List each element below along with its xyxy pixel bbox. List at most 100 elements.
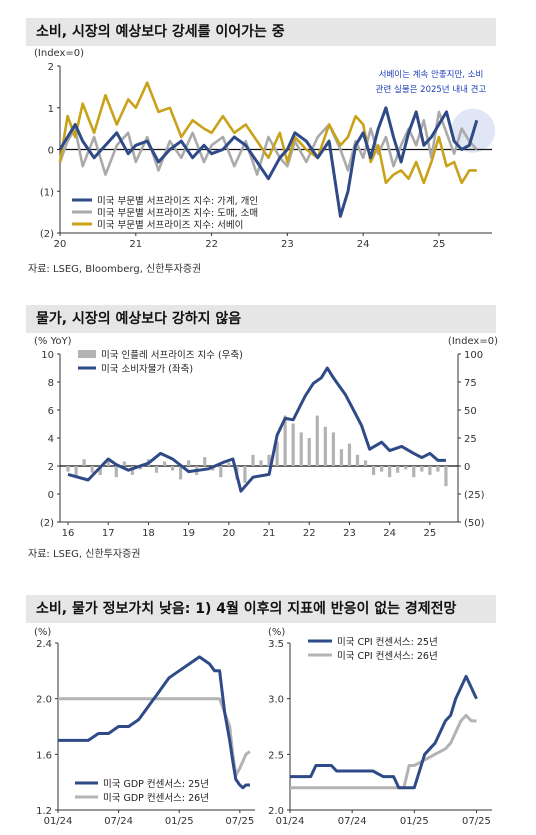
cpi-line bbox=[67, 366, 446, 493]
bar bbox=[82, 459, 86, 466]
x-tick-label: 07/25 bbox=[225, 816, 254, 827]
legend-label: 미국 GDP 컨센서스: 26년 bbox=[103, 793, 209, 804]
x-tick-label: 24 bbox=[383, 528, 396, 539]
x-tick-label: 20 bbox=[222, 528, 235, 539]
bar bbox=[74, 466, 78, 478]
x-tick-label: 25 bbox=[433, 239, 446, 250]
bar bbox=[428, 466, 432, 475]
x-tick-label: 16 bbox=[62, 528, 75, 539]
legend-label: 미국 GDP 컨센서스: 25년 bbox=[103, 779, 209, 790]
y-unit-label: (%) bbox=[268, 627, 285, 638]
gdp-series-line bbox=[58, 655, 250, 790]
bar bbox=[444, 466, 448, 487]
bar bbox=[130, 466, 134, 475]
section-title-consumption: 소비, 시장의 예상보다 강세를 이어가는 중 bbox=[26, 18, 496, 46]
legend-swatch-bar bbox=[78, 350, 96, 358]
y-tick-label: 2.5 bbox=[268, 750, 284, 761]
x-tick-label: 23 bbox=[281, 239, 294, 250]
x-tick-label: 23 bbox=[343, 528, 356, 539]
bar bbox=[420, 466, 424, 472]
x-tick-label: 01/25 bbox=[400, 816, 429, 827]
legend-label: 미국 인플레 서프라이즈 지수 (우축) bbox=[101, 350, 243, 361]
legend-label: 미국 부문별 서프라이즈 지수: 가계, 개인 bbox=[97, 195, 258, 207]
y-left-tick-label: 8 bbox=[48, 378, 54, 389]
x-tick-label: 21 bbox=[263, 528, 276, 539]
y-tick-label: 1.6 bbox=[36, 750, 52, 761]
bar bbox=[436, 466, 440, 472]
y-tick-label: 1 bbox=[48, 104, 54, 115]
y-left-tick-label: 10 bbox=[41, 350, 54, 361]
bar bbox=[396, 466, 400, 473]
left-unit-label: (% YoY) bbox=[34, 336, 72, 347]
x-tick-label: 22 bbox=[205, 239, 218, 250]
y-left-tick-label: 4 bbox=[48, 434, 54, 445]
y-tick-label: (1) bbox=[40, 187, 54, 198]
bar bbox=[275, 441, 279, 466]
bar bbox=[66, 466, 70, 472]
x-tick-label: 19 bbox=[182, 528, 195, 539]
y-right-tick-label: 75 bbox=[464, 378, 477, 389]
y-left-tick-label: 0 bbox=[48, 490, 54, 501]
series-line-3 bbox=[58, 81, 477, 185]
x-tick-label: 07/25 bbox=[462, 816, 491, 827]
y-tick-label: 1.2 bbox=[36, 806, 52, 817]
bar bbox=[291, 423, 295, 466]
bar bbox=[227, 462, 231, 466]
x-tick-label: 01/25 bbox=[165, 816, 194, 827]
source-note-1: 자료: LSEG, Bloomberg, 신한투자증권 bbox=[28, 264, 202, 275]
bar bbox=[315, 415, 319, 466]
legend-label: 미국 소비자물가 (좌축) bbox=[101, 364, 193, 375]
annotation-line-2: 관련 실물은 2025년 내내 견고 bbox=[376, 84, 487, 95]
bar bbox=[380, 466, 384, 472]
bar bbox=[138, 466, 143, 470]
bar bbox=[363, 460, 368, 466]
bar bbox=[267, 454, 271, 466]
y-right-tick-label: 50 bbox=[464, 406, 477, 417]
source-note-2: 자료: LSEG, 신한투자증권 bbox=[28, 549, 141, 560]
y-right-tick-label: 100 bbox=[464, 350, 483, 361]
y-tick-label: 3.0 bbox=[268, 695, 284, 706]
bar bbox=[106, 460, 110, 466]
x-tick-label: 01/24 bbox=[44, 816, 73, 827]
x-tick-label: 07/24 bbox=[104, 816, 133, 827]
bar bbox=[162, 461, 167, 466]
legend-label: 미국 CPI 컨센서스: 25년 bbox=[337, 637, 438, 648]
bar bbox=[203, 457, 207, 466]
y-left-tick-label: 2 bbox=[48, 462, 54, 473]
bar bbox=[187, 460, 191, 466]
x-tick-label: 20 bbox=[54, 239, 67, 250]
bar bbox=[323, 426, 327, 466]
y-tick-label: (2) bbox=[40, 229, 54, 240]
section-title-inflation: 물가, 시장의 예상보다 강하지 않음 bbox=[26, 305, 496, 333]
x-tick-label: 25 bbox=[423, 528, 436, 539]
y-tick-label: 2.0 bbox=[268, 806, 284, 817]
bar bbox=[122, 461, 126, 466]
bar bbox=[154, 466, 159, 473]
bar bbox=[307, 438, 311, 466]
y-unit-label: (Index=0) bbox=[34, 48, 84, 59]
y-tick-label: 3.5 bbox=[268, 639, 284, 650]
y-unit-label: (%) bbox=[34, 627, 51, 638]
x-tick-label: 24 bbox=[357, 239, 370, 250]
cpi-series-line bbox=[290, 713, 477, 790]
x-tick-label: 07/24 bbox=[338, 816, 367, 827]
section-title-forecast: 소비, 물가 정보가치 낮음: 1) 4월 이후의 지표에 반응이 없는 경제전… bbox=[26, 595, 496, 623]
x-tick-label: 17 bbox=[102, 528, 115, 539]
x-tick-label: 21 bbox=[129, 239, 142, 250]
bar bbox=[388, 466, 392, 478]
bar bbox=[251, 454, 255, 466]
bar bbox=[90, 466, 94, 473]
bar bbox=[114, 466, 118, 478]
bar bbox=[412, 466, 416, 478]
y-tick-label: 0 bbox=[48, 146, 54, 157]
legend-label: 미국 부문별 서프라이즈 지수: 서베이 bbox=[97, 220, 243, 231]
bar bbox=[355, 454, 360, 466]
bar bbox=[331, 432, 335, 466]
bar bbox=[98, 466, 102, 475]
y-tick-label: 2.4 bbox=[36, 639, 52, 650]
x-tick-label: 01/24 bbox=[276, 816, 305, 827]
legend-label: 미국 CPI 컨센서스: 26년 bbox=[337, 651, 438, 662]
y-right-tick-label: 0 bbox=[464, 462, 470, 473]
bar bbox=[339, 449, 344, 466]
